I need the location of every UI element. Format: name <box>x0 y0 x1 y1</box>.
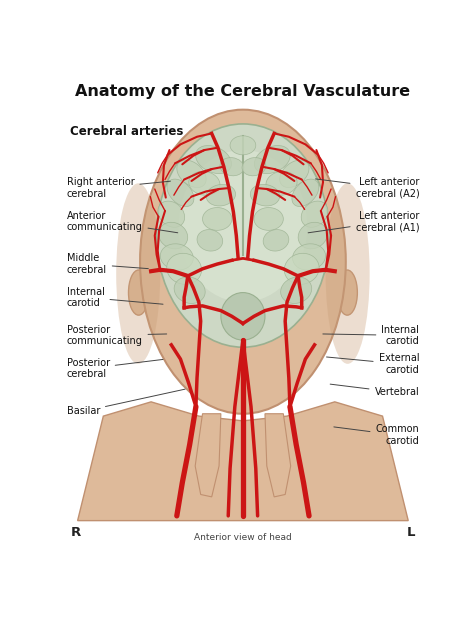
Text: Cerebral arteries: Cerebral arteries <box>70 125 183 138</box>
Ellipse shape <box>116 183 160 364</box>
Ellipse shape <box>158 222 188 249</box>
Text: External
carotid: External carotid <box>327 353 419 375</box>
Ellipse shape <box>160 244 193 270</box>
Ellipse shape <box>158 201 185 227</box>
Ellipse shape <box>189 172 220 195</box>
Ellipse shape <box>301 201 328 227</box>
Text: Posterior
communicating: Posterior communicating <box>66 325 167 346</box>
Ellipse shape <box>284 254 319 284</box>
Text: Anterior view of head: Anterior view of head <box>194 534 292 542</box>
Text: Anterior
communicating: Anterior communicating <box>66 210 178 233</box>
Text: Internal
carotid: Internal carotid <box>323 325 419 346</box>
Ellipse shape <box>263 230 289 251</box>
Text: R: R <box>70 526 81 539</box>
Ellipse shape <box>337 270 357 315</box>
Ellipse shape <box>292 179 319 207</box>
Polygon shape <box>78 402 408 521</box>
Ellipse shape <box>156 124 329 347</box>
Text: Right anterior
cerebral: Right anterior cerebral <box>66 177 170 199</box>
Polygon shape <box>265 414 291 497</box>
Text: Posterior
cerebral: Posterior cerebral <box>66 358 163 379</box>
Ellipse shape <box>221 292 265 340</box>
Ellipse shape <box>255 146 290 173</box>
Text: Left anterior
cerebral (A2): Left anterior cerebral (A2) <box>316 177 419 199</box>
Ellipse shape <box>266 172 297 195</box>
Ellipse shape <box>220 157 244 176</box>
Ellipse shape <box>298 222 328 249</box>
Ellipse shape <box>174 277 205 304</box>
Ellipse shape <box>167 254 201 284</box>
Ellipse shape <box>167 179 194 207</box>
Text: Anatomy of the Cerebral Vasculature: Anatomy of the Cerebral Vasculature <box>75 83 410 99</box>
Ellipse shape <box>242 157 266 176</box>
Ellipse shape <box>197 230 223 251</box>
Text: Vertebral: Vertebral <box>330 384 419 397</box>
Ellipse shape <box>140 110 346 414</box>
Text: Middle
cerebral: Middle cerebral <box>66 253 148 275</box>
Ellipse shape <box>230 136 256 155</box>
Text: Basilar: Basilar <box>66 389 185 416</box>
Ellipse shape <box>326 183 370 364</box>
Text: Internal
carotid: Internal carotid <box>66 286 163 308</box>
Ellipse shape <box>177 160 206 188</box>
Ellipse shape <box>250 184 280 206</box>
Ellipse shape <box>206 184 236 206</box>
Ellipse shape <box>196 146 231 173</box>
Text: Common
carotid: Common carotid <box>334 424 419 446</box>
Text: Left anterior
cerebral (A1): Left anterior cerebral (A1) <box>308 210 419 233</box>
Text: L: L <box>407 526 416 539</box>
Ellipse shape <box>179 150 307 302</box>
Ellipse shape <box>292 244 326 270</box>
Ellipse shape <box>281 277 312 304</box>
Ellipse shape <box>254 207 283 230</box>
Ellipse shape <box>202 207 232 230</box>
Ellipse shape <box>128 270 149 315</box>
Ellipse shape <box>280 160 309 188</box>
Polygon shape <box>195 414 221 497</box>
